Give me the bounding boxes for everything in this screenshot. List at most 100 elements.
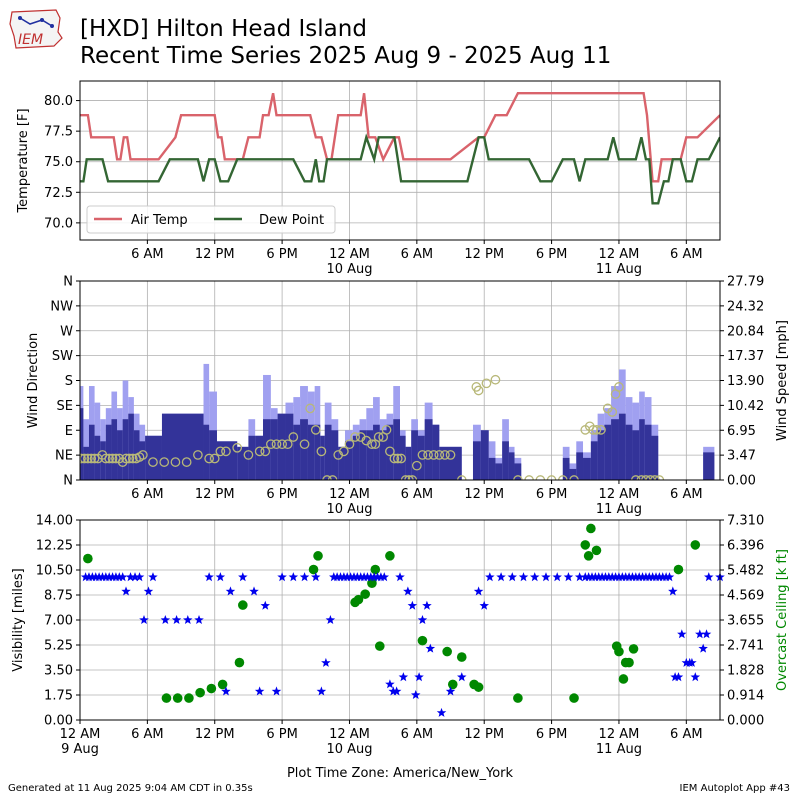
wind-speed-point bbox=[181, 457, 192, 467]
x-tick-label: 12 AM bbox=[60, 727, 101, 742]
visibility-point bbox=[134, 572, 145, 582]
wind-speed-point bbox=[339, 446, 349, 457]
visibility-point bbox=[695, 629, 705, 639]
visibility-point bbox=[425, 643, 436, 653]
wind-speed-point bbox=[260, 446, 271, 457]
visibility-point bbox=[316, 686, 327, 696]
ceiling-point bbox=[83, 553, 93, 564]
y-tick-label: 72.5 bbox=[44, 186, 73, 201]
y2-tick-label: 3.47 bbox=[727, 449, 756, 464]
y2-tick-label: 7.310 bbox=[727, 514, 764, 529]
wind-direction-bar bbox=[237, 446, 249, 480]
wind-speed-point bbox=[389, 453, 400, 464]
visibility-point bbox=[148, 572, 158, 582]
wind-direction-bar bbox=[379, 430, 387, 480]
ceiling-point bbox=[628, 644, 639, 654]
visibility-point bbox=[574, 572, 585, 582]
visibility-point bbox=[411, 690, 421, 699]
ceiling-point bbox=[353, 594, 364, 605]
visibility-point bbox=[485, 572, 495, 582]
wind-speed-point bbox=[121, 453, 131, 464]
wind-direction-bar bbox=[373, 424, 380, 480]
wind-direction-bar bbox=[639, 419, 645, 480]
wind-speed-point bbox=[428, 450, 439, 460]
legend-box bbox=[86, 205, 336, 234]
y-tick-label: 10.50 bbox=[36, 564, 73, 579]
wind-speed-point bbox=[381, 425, 392, 435]
wind-speed-point bbox=[434, 450, 445, 460]
wind-direction-bar bbox=[88, 424, 95, 480]
x-tick-label: 6 PM bbox=[266, 247, 297, 262]
wind-speed-point bbox=[350, 432, 360, 442]
y-tick-label: 0.00 bbox=[44, 714, 73, 729]
ceiling-point bbox=[614, 646, 624, 657]
wind-speed-point bbox=[411, 460, 422, 471]
x-tick-label: 12 PM bbox=[464, 727, 504, 742]
wind-speed-point bbox=[107, 453, 118, 464]
wind-direction-bar bbox=[105, 424, 112, 480]
visibility-point bbox=[271, 686, 282, 696]
wind-direction-bar bbox=[285, 413, 294, 480]
x-tick-sublabel: 11 Aug bbox=[596, 502, 642, 517]
x-tick-label: 12 PM bbox=[195, 727, 235, 742]
wind-direction-bar bbox=[417, 435, 425, 480]
visibility-point bbox=[139, 615, 149, 624]
ceiling-point bbox=[580, 540, 591, 550]
ceiling-point bbox=[308, 564, 319, 575]
x-tick-label: 12 PM bbox=[464, 487, 504, 502]
wind-direction-bar bbox=[583, 457, 591, 480]
wind-direction-bar bbox=[117, 430, 123, 480]
ceiling-point bbox=[313, 551, 323, 561]
y2-tick-label: 4.569 bbox=[727, 589, 764, 604]
wind-direction-bar bbox=[632, 430, 640, 480]
wind-direction-bar bbox=[331, 430, 339, 480]
visibility-point bbox=[225, 586, 236, 596]
visibility-point bbox=[117, 572, 128, 582]
y-tick-label: 3.50 bbox=[44, 664, 73, 679]
wind-speed-point bbox=[490, 374, 501, 385]
wind-direction-bar bbox=[352, 435, 360, 480]
y2-tick-label: 0.914 bbox=[727, 689, 764, 704]
x-tick-label: 6 AM bbox=[401, 487, 434, 502]
y2-tick-label: 3.655 bbox=[727, 614, 764, 629]
wind-direction-bar bbox=[597, 430, 605, 480]
wind-direction-bar bbox=[400, 435, 406, 480]
wind-speed-point bbox=[596, 425, 606, 435]
wind-direction-bar bbox=[386, 424, 394, 480]
wind-speed-point bbox=[104, 453, 115, 464]
x-tick-label: 12 AM bbox=[599, 247, 640, 262]
wind-direction-bar bbox=[359, 430, 367, 480]
logo-text: IEM bbox=[18, 32, 43, 48]
wind-direction-bar bbox=[618, 413, 626, 480]
wind-direction-bar bbox=[293, 424, 301, 480]
wind-direction-bar bbox=[472, 441, 481, 480]
x-tick-sublabel: 10 Aug bbox=[326, 742, 372, 757]
visibility-point bbox=[701, 629, 712, 639]
y2-axis-label: Overcast Ceiling [k ft] bbox=[775, 549, 790, 691]
visibility-point bbox=[121, 586, 131, 596]
y-tick-label: 75.0 bbox=[44, 155, 73, 170]
x-tick-label: 12 PM bbox=[195, 487, 235, 502]
wind-direction-bar bbox=[320, 435, 325, 480]
wind-direction-bar bbox=[300, 419, 308, 480]
visibility-point bbox=[690, 672, 701, 682]
ceiling-point bbox=[618, 674, 629, 684]
x-tick-sublabel: 10 Aug bbox=[326, 502, 372, 517]
visibility-point bbox=[395, 572, 405, 582]
ceiling-point bbox=[385, 551, 395, 561]
grid-lines bbox=[80, 81, 720, 240]
wind-direction-bar bbox=[488, 457, 496, 480]
wind-speed-point bbox=[481, 378, 492, 389]
x-tick-label: 12 AM bbox=[599, 727, 640, 742]
wind-speed-point bbox=[277, 439, 287, 450]
wind-direction-bar bbox=[94, 435, 101, 480]
visibility-point bbox=[403, 586, 413, 596]
wind-speed-point bbox=[254, 446, 265, 457]
wind-speed-point bbox=[440, 450, 450, 460]
visibility-point bbox=[664, 572, 675, 582]
wind-speed-point bbox=[396, 453, 406, 464]
ceiling-point bbox=[586, 523, 596, 534]
wind-direction-bar bbox=[128, 413, 134, 480]
y2-axis-label: Wind Speed [mph] bbox=[775, 320, 790, 441]
wind-speed-point bbox=[127, 453, 138, 464]
